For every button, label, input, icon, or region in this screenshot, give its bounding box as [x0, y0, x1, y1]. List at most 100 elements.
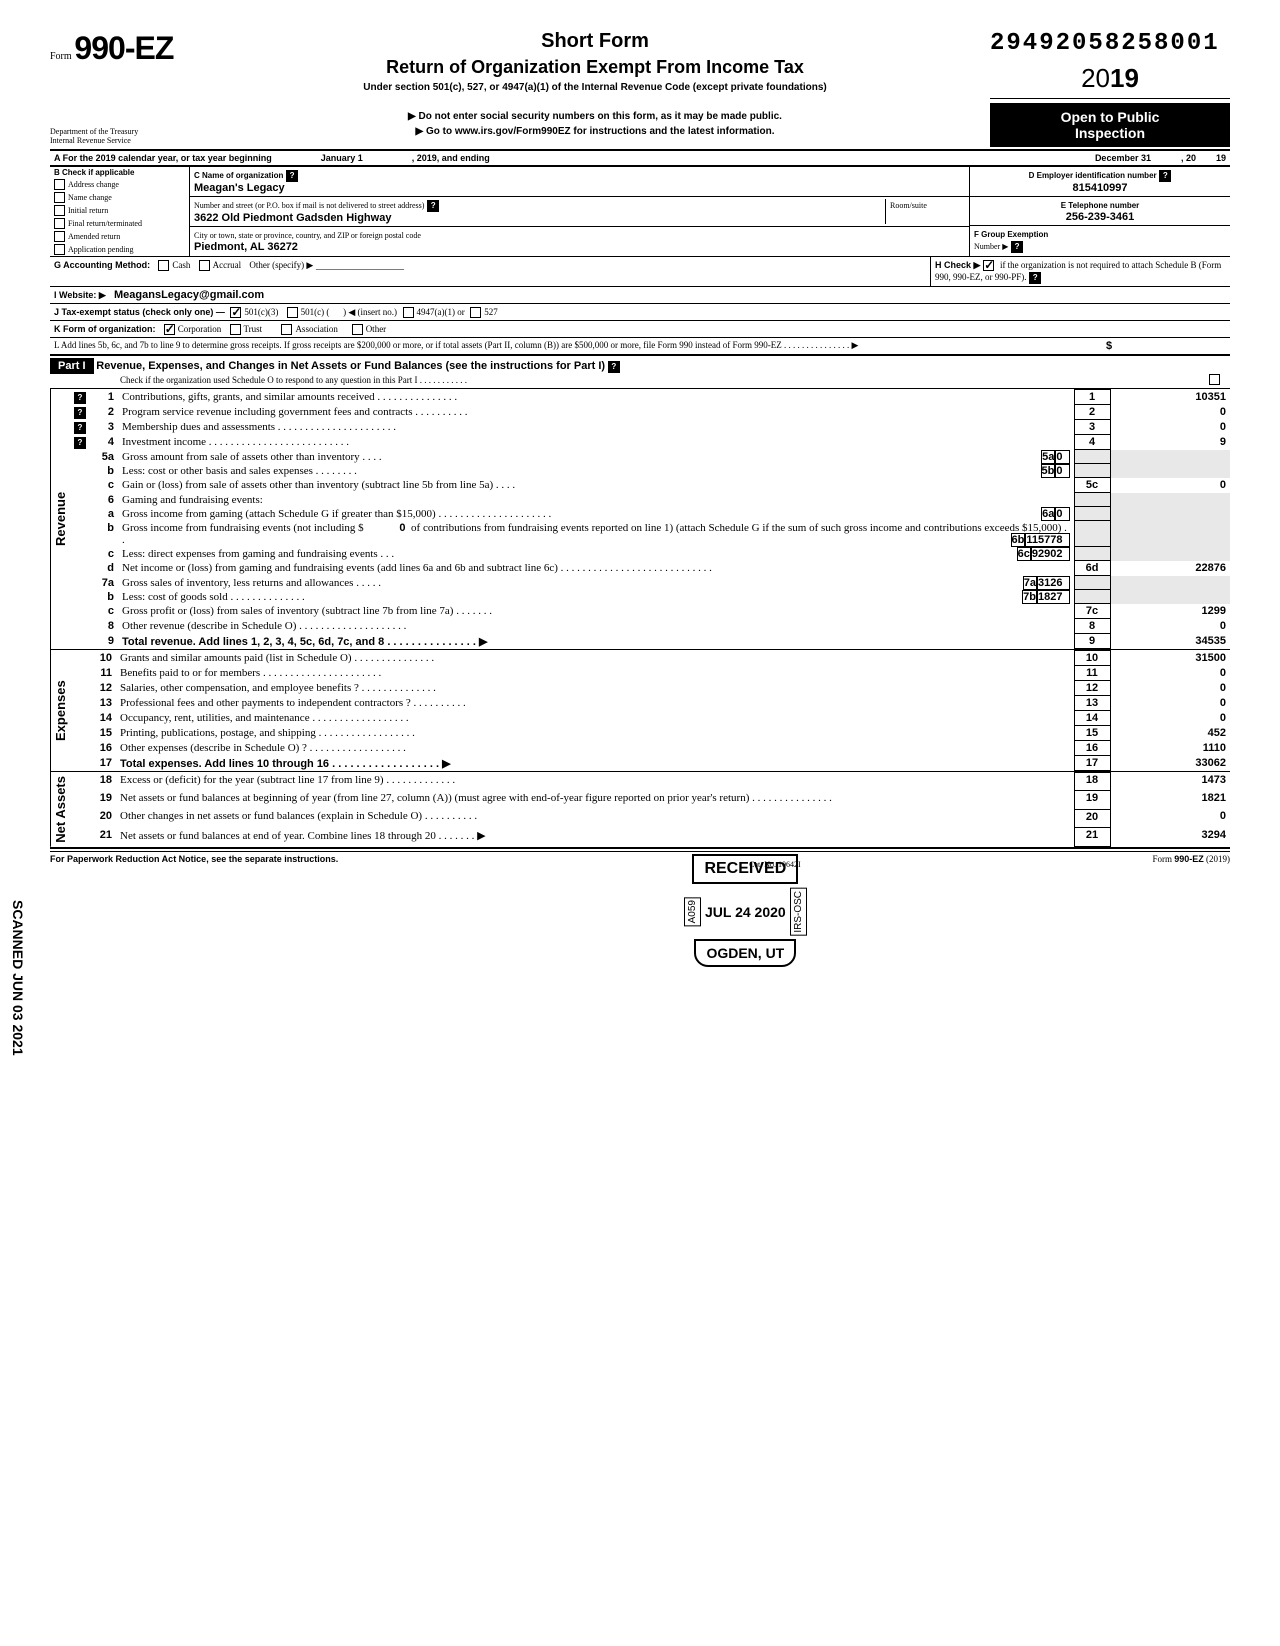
- j-insert: ) ◀ (insert no.): [343, 307, 397, 317]
- line-6d: dNet income or (loss) from gaming and fu…: [70, 561, 1230, 576]
- cb-501c3[interactable]: [230, 307, 241, 318]
- revenue-table: ?1Contributions, gifts, grants, and simi…: [70, 389, 1230, 649]
- row-l: L Add lines 5b, 6c, and 7b to line 9 to …: [50, 338, 1230, 356]
- help-icon: ?: [1011, 241, 1023, 253]
- line-20: 20Other changes in net assets or fund ba…: [70, 809, 1230, 827]
- ssn-warning: ▶ Do not enter social security numbers o…: [200, 111, 990, 122]
- b-item-3: Final return/terminated: [68, 219, 142, 228]
- cb-cash[interactable]: [158, 260, 169, 271]
- j-c3: 501(c)(3): [244, 307, 278, 317]
- stamp-irs-osc: IRS-OSC: [790, 888, 807, 936]
- cb-accrual[interactable]: [199, 260, 210, 271]
- net-assets-table: 18Excess or (deficit) for the year (subt…: [70, 772, 1230, 847]
- cb-final-return[interactable]: [54, 218, 65, 229]
- g-cash: Cash: [172, 260, 190, 270]
- main-title: Return of Organization Exempt From Incom…: [200, 57, 990, 78]
- l-amt: $: [1106, 340, 1226, 352]
- line-8: 8Other revenue (describe in Schedule O) …: [70, 619, 1230, 634]
- line-19: 19Net assets or fund balances at beginni…: [70, 791, 1230, 809]
- k-other: Other: [366, 324, 387, 334]
- a-begin: January 1: [272, 153, 412, 163]
- l-text: L Add lines 5b, 6c, and 7b to line 9 to …: [54, 340, 1106, 352]
- cb-trust[interactable]: [230, 324, 241, 335]
- line-13: 13Professional fees and other payments t…: [70, 696, 1230, 711]
- cb-name-change[interactable]: [54, 192, 65, 203]
- help-icon: ?: [74, 407, 86, 419]
- g-accrual: Accrual: [213, 260, 241, 270]
- line-6: 6Gaming and fundraising events:: [70, 493, 1230, 507]
- cb-527[interactable]: [470, 307, 481, 318]
- cb-other-org[interactable]: [352, 324, 363, 335]
- help-icon: ?: [74, 392, 86, 404]
- line-5b: bLess: cost or other basis and sales exp…: [70, 464, 1230, 478]
- line-18: 18Excess or (deficit) for the year (subt…: [70, 773, 1230, 791]
- row-i: I Website: ▶ MeagansLegacy@gmail.com: [50, 287, 1230, 304]
- scanned-stamp: SCANNED JUN 03 2021: [10, 900, 26, 1056]
- cb-4947a1[interactable]: [403, 307, 414, 318]
- b-item-0: Address change: [68, 180, 119, 189]
- line-7b: bLess: cost of goods sold . . . . . . . …: [70, 590, 1230, 604]
- header-grid: B Check if applicable Address change Nam…: [50, 166, 1230, 257]
- help-icon: ?: [427, 200, 439, 212]
- line-9: 9Total revenue. Add lines 1, 2, 3, 4, 5c…: [70, 634, 1230, 649]
- f-label: F Group Exemption: [974, 230, 1048, 239]
- line-5c: cGain or (loss) from sale of assets othe…: [70, 478, 1230, 493]
- d-label: D Employer identification number: [1029, 171, 1157, 180]
- short-form-title: Short Form: [200, 30, 990, 53]
- revenue-section: Revenue ?1Contributions, gifts, grants, …: [50, 388, 1230, 649]
- cb-501c[interactable]: [287, 307, 298, 318]
- part1-title: Revenue, Expenses, and Changes in Net As…: [96, 360, 605, 372]
- expenses-section: Expenses 10Grants and similar amounts pa…: [50, 649, 1230, 771]
- k-corp: Corporation: [178, 324, 222, 334]
- line-6c: cLess: direct expenses from gaming and f…: [70, 547, 1230, 561]
- part1-check: Check if the organization used Schedule …: [120, 375, 467, 385]
- cb-application-pending[interactable]: [54, 244, 65, 255]
- city-value: Piedmont, AL 36272: [194, 241, 298, 253]
- line-6b: b Gross income from fundraising events (…: [70, 521, 1230, 547]
- line-3: ?3Membership dues and assessments . . . …: [70, 420, 1230, 435]
- line-1: ?1Contributions, gifts, grants, and simi…: [70, 390, 1230, 405]
- j-527: 527: [484, 307, 498, 317]
- subtitle: Under section 501(c), 527, or 4947(a)(1)…: [200, 82, 990, 93]
- phone-value: 256-239-3461: [1066, 211, 1135, 223]
- line-7a: 7aGross sales of inventory, less returns…: [70, 576, 1230, 590]
- row-a: A For the 2019 calendar year, or tax yea…: [50, 151, 1230, 166]
- cb-amended-return[interactable]: [54, 231, 65, 242]
- net-assets-section: Net Assets 18Excess or (deficit) for the…: [50, 771, 1230, 849]
- cb-corporation[interactable]: [164, 324, 175, 335]
- year-prefix: 20: [1081, 63, 1110, 93]
- line-10: 10Grants and similar amounts paid (list …: [70, 651, 1230, 666]
- help-icon: ?: [74, 422, 86, 434]
- cb-initial-return[interactable]: [54, 205, 65, 216]
- a-end-month: December 31: [1095, 153, 1151, 163]
- ogden-stamp: OGDEN, UT: [694, 939, 796, 967]
- form-header: Form 990-EZ Department of the Treasury I…: [50, 30, 1230, 147]
- part1-label: Part I: [50, 358, 94, 374]
- line-4: ?4Investment income . . . . . . . . . . …: [70, 435, 1230, 450]
- j-c: 501(c) (: [301, 307, 330, 317]
- line-16: 16Other expenses (describe in Schedule O…: [70, 741, 1230, 756]
- k-trust: Trust: [244, 324, 263, 334]
- help-icon: ?: [1029, 272, 1041, 284]
- line-15: 15Printing, publications, postage, and s…: [70, 726, 1230, 741]
- b-item-1: Name change: [68, 193, 112, 202]
- line-6a: aGross income from gaming (attach Schedu…: [70, 507, 1230, 521]
- street-value: 3622 Old Piedmont Gadsden Highway: [194, 212, 391, 224]
- cb-schedule-b-not-required[interactable]: [983, 260, 994, 271]
- stamp-a059: A059: [684, 897, 701, 926]
- line-11: 11Benefits paid to or for members . . . …: [70, 666, 1230, 681]
- j-label: J Tax-exempt status (check only one) —: [54, 307, 225, 317]
- cat-no: Cat. No. 10642I: [749, 860, 801, 869]
- form-footer: Form 990-EZ (2019): [1152, 854, 1230, 864]
- k-label: K Form of organization:: [54, 324, 156, 334]
- cb-association[interactable]: [281, 324, 292, 335]
- revenue-tab: Revenue: [50, 389, 70, 649]
- room-label: Room/suite: [890, 201, 927, 210]
- ein-value: 815410997: [1072, 182, 1127, 194]
- g-label: G Accounting Method:: [54, 260, 150, 270]
- year-value: 19: [1110, 63, 1139, 93]
- part1-header: Part I Revenue, Expenses, and Changes in…: [50, 356, 1230, 388]
- cb-schedule-o[interactable]: [1209, 374, 1220, 385]
- open-to-public: Open to Public: [994, 109, 1226, 125]
- cb-address-change[interactable]: [54, 179, 65, 190]
